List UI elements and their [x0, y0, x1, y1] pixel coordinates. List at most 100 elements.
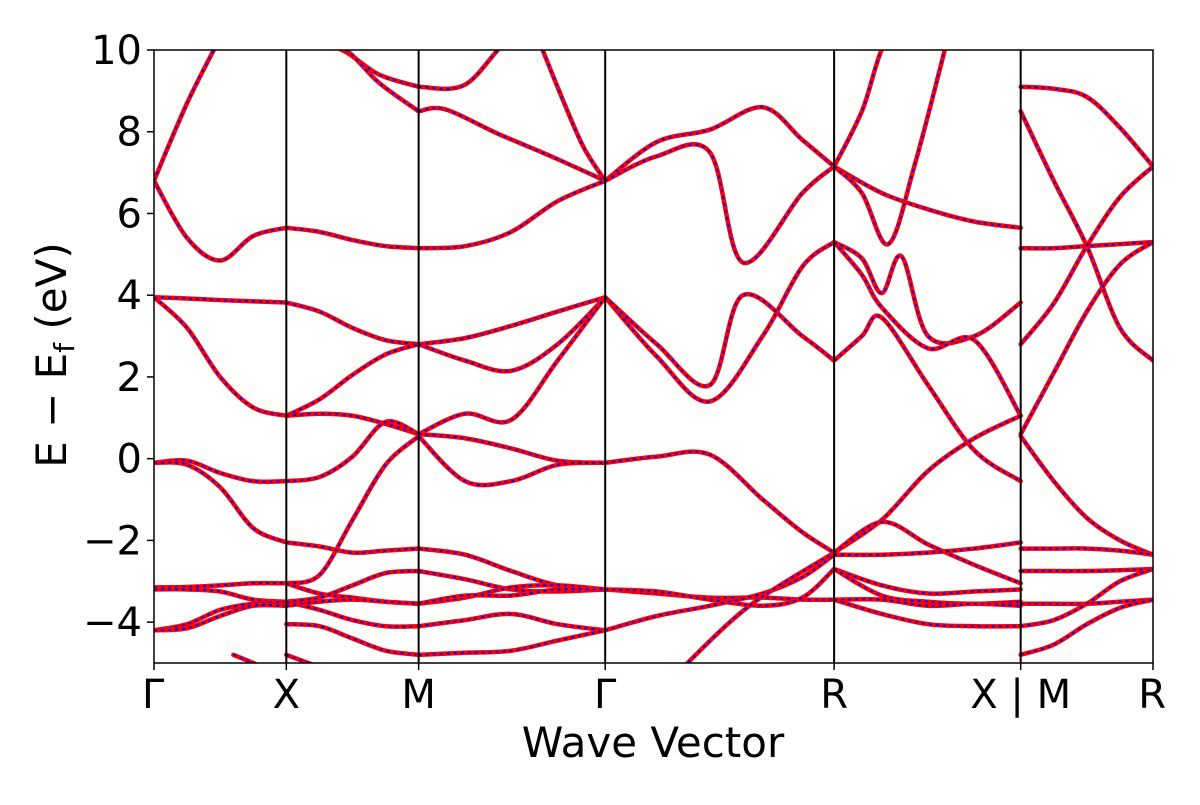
- band-line-overlay-53: [833, 50, 946, 246]
- band-line-overlay-52: [833, 50, 883, 167]
- band-line-overlay-12: [285, 343, 419, 417]
- band-line-overlay-3: [154, 296, 287, 417]
- y-tick-label: 8: [117, 110, 142, 156]
- x-tick-label: X | M: [970, 672, 1071, 718]
- kpoint-divider-lines: [285, 50, 1022, 663]
- band-line-overlay-31: [418, 296, 606, 373]
- y-axis-title-main: E − E: [27, 353, 76, 468]
- plot-frame: [153, 49, 1154, 664]
- band-line-42: [602, 104, 837, 184]
- band-line-overlay-9: [154, 604, 287, 632]
- band-line-overlay-51: [833, 165, 1021, 229]
- y-axis-title-subscript: f: [48, 342, 81, 353]
- band-line-53: [831, 50, 948, 247]
- band-line-overlay-68: [1019, 241, 1153, 435]
- band-line-overlay-10: [286, 226, 419, 250]
- band-line-63: [831, 597, 1023, 629]
- band-line-32: [416, 294, 608, 437]
- x-tick-label: X: [273, 672, 300, 718]
- band-line-26: [416, 50, 501, 92]
- band-line-69: [1018, 433, 1153, 557]
- band-line-23: [231, 652, 260, 663]
- band-line-overlay-5: [154, 461, 287, 544]
- band-line-overlay-55: [833, 241, 1022, 417]
- band-line-overlay-24: [339, 50, 419, 88]
- band-line-overlay-46: [605, 450, 835, 554]
- band-line-54: [831, 239, 1023, 346]
- band-line-overlay-8: [154, 600, 287, 632]
- x-tick-label: Γ: [142, 672, 165, 718]
- band-line-overlay-44: [604, 241, 835, 403]
- band-line-overlay-74: [1020, 598, 1153, 656]
- band-line-overlay-19: [286, 600, 419, 628]
- y-tick-label: 4: [117, 273, 142, 319]
- band-line-overlay-70: [1020, 547, 1153, 556]
- band-line-7: [154, 587, 289, 604]
- band-line-overlay-67: [1019, 165, 1153, 345]
- band-line-11: [284, 300, 421, 347]
- band-line-52: [831, 50, 884, 169]
- band-line-overlay-28: [541, 50, 607, 182]
- band-line-16: [284, 540, 421, 556]
- y-tick-label: 10: [91, 28, 142, 74]
- band-line-overlay-4: [154, 459, 287, 483]
- band-line-12: [284, 341, 421, 419]
- band-line-overlay-11: [286, 301, 419, 346]
- band-line-27: [416, 105, 608, 184]
- band-line-overlay-34: [417, 435, 606, 487]
- band-line-overlay-48: [605, 568, 835, 607]
- band-line-overlay-56: [833, 314, 1022, 482]
- y-tick-label: −2: [83, 518, 142, 564]
- band-line-overlay-49: [604, 553, 835, 632]
- band-line-0: [154, 178, 289, 263]
- band-line-29: [416, 178, 608, 251]
- y-tick-label: −4: [83, 600, 142, 646]
- band-line-overlay-27: [418, 106, 606, 182]
- band-line-overlay-37: [418, 584, 606, 605]
- band-line-33: [416, 431, 608, 465]
- band-line-43: [602, 142, 837, 266]
- band-line-44: [602, 239, 837, 404]
- band-line-overlay-62: [834, 598, 1021, 607]
- band-line-22: [284, 652, 315, 663]
- band-line-overlay-20: [286, 598, 419, 607]
- band-line-overlay-25: [343, 50, 420, 113]
- band-line-overlay-43: [604, 143, 835, 264]
- band-line-overlay-72: [1020, 598, 1153, 605]
- band-line-overlay-59: [834, 541, 1021, 556]
- band-line-28: [540, 50, 608, 184]
- band-line-overlay-57: [833, 414, 1022, 554]
- band-line-overlay-7: [154, 588, 287, 603]
- band-line-56: [831, 313, 1023, 484]
- band-line-3: [154, 294, 289, 419]
- y-tick-label: 6: [117, 191, 142, 237]
- x-axis-title: Wave Vector: [522, 718, 785, 767]
- band-line-overlay-15: [286, 435, 420, 585]
- band-line-overlay-71: [1020, 568, 1153, 573]
- x-axis-ticks: Γ X M Γ R X | M R: [142, 663, 1166, 718]
- band-line-overlay-69: [1019, 435, 1153, 556]
- x-tick-label: R: [820, 672, 848, 718]
- y-axis-title: E − Ef (eV): [27, 242, 81, 468]
- band-line-overlay-39: [418, 612, 606, 632]
- y-tick-label: 2: [117, 355, 142, 401]
- band-line-overlay-64: [1020, 85, 1153, 168]
- band-line-overlay-33: [418, 433, 606, 464]
- band-line-46: [602, 449, 837, 555]
- x-tick-label: M: [401, 672, 436, 718]
- band-line-overlay-42: [604, 106, 835, 182]
- x-tick-label: Γ: [594, 672, 617, 718]
- band-line-overlay-38: [418, 587, 606, 605]
- band-line-overlay-1: [154, 50, 215, 182]
- band-line-overlay-18: [286, 570, 419, 603]
- band-line-68: [1018, 239, 1153, 437]
- band-line-overlay-14: [286, 420, 420, 483]
- y-tick-label: 0: [117, 437, 142, 483]
- band-line-55: [831, 239, 1023, 419]
- band-line-10: [284, 225, 421, 251]
- band-line-73: [1018, 566, 1153, 629]
- band-line-overlay-40: [418, 629, 606, 656]
- y-axis-ticks: −4 −2 0 2 4 6 8 10: [83, 28, 154, 646]
